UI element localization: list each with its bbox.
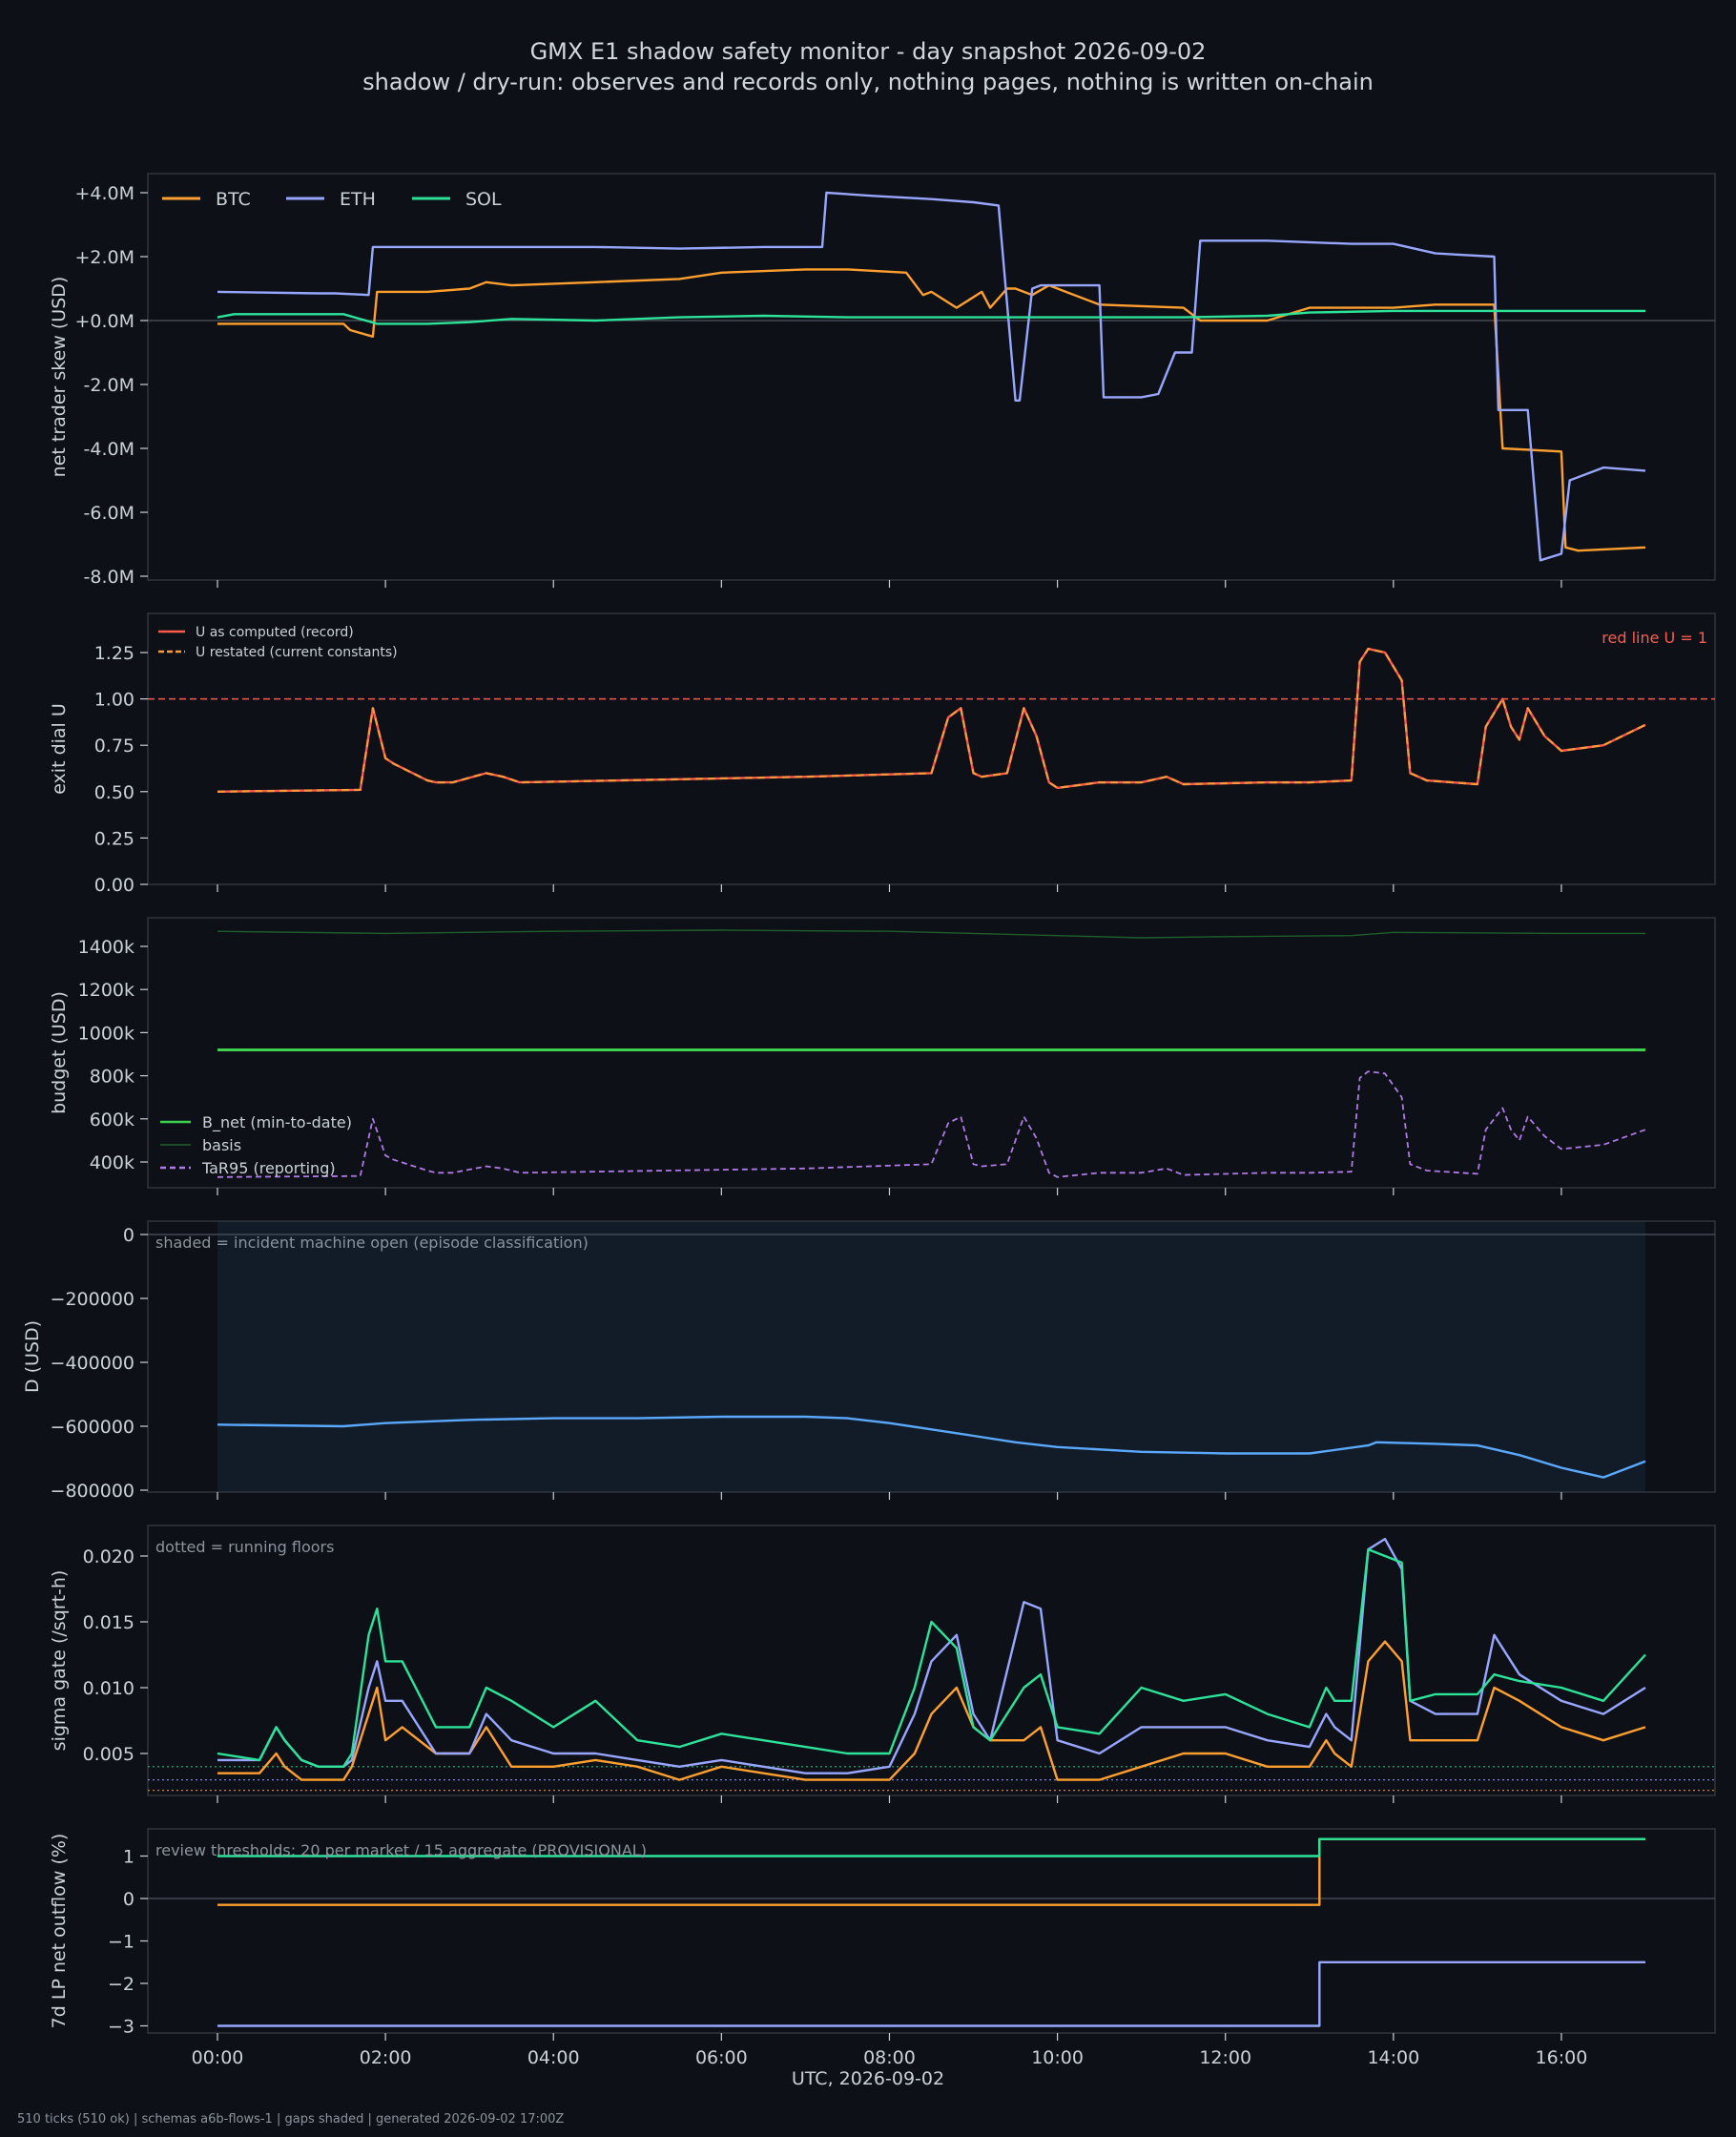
panel-5: 0.005 0.010 0.015 0.020 sigma gate (/sqrt-h)…	[49, 1525, 1716, 1803]
y-tick-label: 0	[123, 1225, 134, 1246]
series-line-btc	[217, 1640, 1646, 1781]
legend-label: BTC	[216, 189, 251, 210]
panel-frame	[147, 1828, 1716, 2034]
legend-label: SOL	[465, 189, 502, 210]
chart-title: GMX E1 shadow safety monitor - day snaps…	[529, 38, 1207, 65]
y-tick-label: 0.75	[94, 736, 134, 757]
series-line-d	[217, 1415, 1646, 1479]
y-tick-label: 400k	[90, 1152, 134, 1173]
panel-annotation: shaded = incident machine open (episode …	[155, 1234, 589, 1252]
x-tick-label: 14:00	[1367, 2047, 1419, 2068]
x-tick-label: 00:00	[192, 2047, 244, 2068]
y-tick-label: −600000	[51, 1417, 134, 1438]
panel-6: 1 0 −1 −2 −3 00:00 02:00 04:00 06:00 08:00 10:00 12…	[49, 1828, 1716, 2068]
y-tick-label: −400000	[51, 1353, 134, 1374]
y-axis-label: 7d LP net outflow (%)	[49, 1834, 70, 2029]
y-tick-label: 0.015	[83, 1612, 134, 1633]
y-tick-label: -8.0M	[84, 567, 134, 588]
y-tick-label: −2	[108, 1974, 134, 1995]
chart-subtitle: shadow / dry-run: observes and records o…	[362, 69, 1374, 95]
y-tick-label: 0.00	[94, 875, 134, 896]
series-line-btc	[217, 268, 1646, 552]
x-tick-label: 08:00	[863, 2047, 916, 2068]
panel-3: 400k 600k 800k 1000k 1200k 1400k budget (USD) B…	[49, 917, 1716, 1195]
panel-annotation: dotted = running floors	[155, 1538, 334, 1556]
series-line-sol	[217, 1547, 1646, 1768]
y-tick-label: 1	[123, 1847, 134, 1868]
y-tick-label: 0.010	[83, 1678, 134, 1699]
y-tick-label: 1200k	[78, 980, 134, 1001]
series-line-basis	[217, 929, 1645, 939]
y-axis-label: exit dial U	[49, 703, 70, 795]
y-tick-label: 0.020	[83, 1546, 134, 1567]
series-line-eth	[217, 191, 1646, 562]
y-tick-label: 1.25	[94, 643, 134, 664]
panel-frame	[147, 173, 1716, 581]
y-tick-label: 0.005	[83, 1744, 134, 1765]
y-tick-label: -6.0M	[84, 503, 134, 524]
y-tick-label: +2.0M	[74, 247, 134, 268]
series-line-eth	[217, 1537, 1646, 1774]
x-tick-label: 04:00	[527, 2047, 580, 2068]
y-tick-label: 1400k	[78, 937, 134, 958]
y-tick-label: -4.0M	[84, 439, 134, 460]
x-tick-label: 02:00	[360, 2047, 412, 2068]
y-tick-label: 800k	[90, 1067, 134, 1088]
legend-label: basis	[202, 1136, 241, 1154]
panel-frame	[147, 917, 1716, 1189]
y-tick-label: 0	[123, 1889, 134, 1910]
panel-frame	[147, 612, 1716, 885]
series-line-tar95-reporting-	[217, 1070, 1646, 1178]
x-tick-label: 12:00	[1199, 2047, 1251, 2068]
y-axis-label: budget (USD)	[49, 991, 70, 1114]
y-axis-label: sigma gate (/sqrt-h)	[49, 1570, 70, 1752]
panel-4: 0 −200000 −400000 −600000 −800000 D (USD) shad…	[22, 1220, 1716, 1502]
footer-status: 510 ticks (510 ok) | schemas a6b-flows-1…	[17, 2112, 565, 2127]
x-axis-label: UTC, 2026-09-02	[791, 2068, 945, 2089]
x-tick-label: 16:00	[1536, 2047, 1588, 2068]
y-tick-label: 0.25	[94, 828, 134, 849]
red-line-annotation: red line U = 1	[1602, 629, 1707, 647]
panel-1: +4.0M +2.0M +0.0M -2.0M -4.0M -6.0M -8.0M net t…	[49, 173, 1716, 588]
y-tick-label: −3	[108, 2017, 134, 2038]
y-tick-label: −1	[108, 1932, 134, 1953]
y-tick-label: −200000	[51, 1289, 134, 1310]
y-tick-label: 1.00	[94, 690, 134, 711]
y-tick-label: +0.0M	[74, 311, 134, 332]
y-axis-label: net trader skew (USD)	[49, 277, 70, 478]
y-tick-label: −800000	[51, 1481, 134, 1502]
series-line-u-restated-current-constants-	[217, 648, 1646, 793]
series-line-eth	[217, 1961, 1645, 2027]
y-tick-label: 1000k	[78, 1023, 134, 1044]
legend-label: ETH	[340, 189, 376, 210]
y-tick-label: 600k	[90, 1110, 134, 1131]
series-line-sol	[217, 309, 1645, 325]
x-tick-label: 10:00	[1031, 2047, 1084, 2068]
y-tick-label: +4.0M	[74, 183, 134, 204]
panel-frame	[147, 1220, 1716, 1493]
series-line-sol	[217, 1837, 1645, 1857]
legend-label: B_net (min-to-date)	[202, 1113, 352, 1132]
panel-frame	[147, 1525, 1716, 1796]
legend-label: U restated (current constants)	[196, 645, 398, 660]
legend-label: TaR95 (reporting)	[201, 1159, 336, 1177]
y-tick-label: 0.50	[94, 782, 134, 803]
x-tick-label: 06:00	[695, 2047, 748, 2068]
panel-2: 0.00 0.25 0.50 0.75 1.00 1.25 exit dial U red l…	[49, 612, 1716, 896]
panel-annotation: review thresholds: 20 per market / 15 ag…	[155, 1841, 647, 1859]
y-tick-label: -2.0M	[84, 375, 134, 396]
legend-label: U as computed (record)	[196, 625, 354, 640]
incident-shade	[217, 1221, 1645, 1492]
y-axis-label: D (USD)	[22, 1320, 43, 1393]
